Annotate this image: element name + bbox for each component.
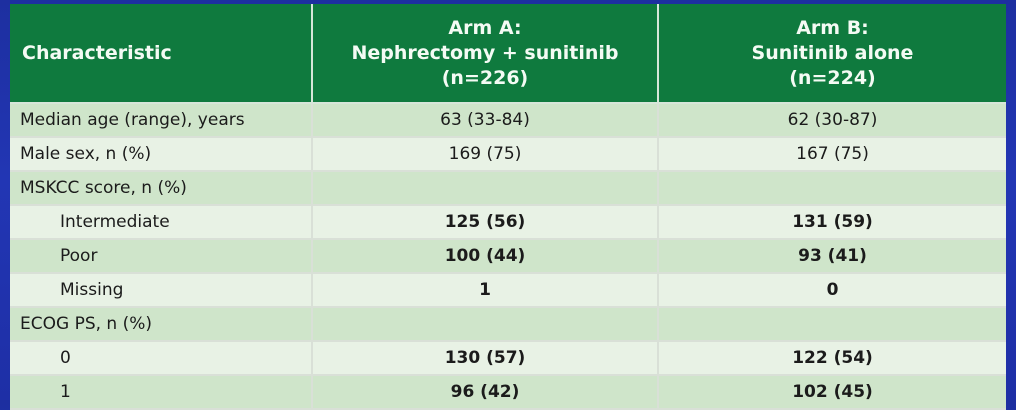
arm-b-cell: 0	[658, 273, 1006, 308]
arm-b-cell: 93 (41)	[658, 239, 1006, 274]
header-line: (n=226)	[441, 66, 529, 89]
arm-a-cell: 130 (57)	[312, 341, 659, 376]
row-label: 0	[10, 341, 313, 376]
table-row: Median age (range), years 63 (33-84) 62 (3…	[10, 103, 1006, 138]
header-line: (n=224)	[789, 66, 876, 89]
arm-b-cell: 62 (30-87)	[658, 103, 1006, 138]
table-row: Male sex, n (%) 169 (75) 167 (75)	[10, 137, 1006, 172]
arm-a-cell: 63 (33-84)	[312, 103, 659, 138]
arm-a-cell	[312, 307, 659, 342]
header-characteristic: Characteristic	[10, 4, 313, 104]
baseline-characteristics-table: Characteristic Arm A: Nephrectomy + suni…	[10, 4, 1006, 410]
table-row: 1 96 (42) 102 (45)	[10, 375, 1006, 410]
header-line: Characteristic	[22, 41, 172, 64]
table-row: 0 130 (57) 122 (54)	[10, 341, 1006, 376]
arm-a-cell: 169 (75)	[312, 137, 659, 172]
header-line: Sunitinib alone	[751, 41, 914, 64]
arm-b-cell	[658, 307, 1006, 342]
arm-b-cell: 167 (75)	[658, 137, 1006, 172]
arm-a-cell: 96 (42)	[312, 375, 659, 410]
header-line: Arm A:	[448, 16, 522, 39]
header-line: Nephrectomy + sunitinib	[351, 41, 619, 64]
row-label: Intermediate	[10, 205, 313, 240]
arm-b-cell: 131 (59)	[658, 205, 1006, 240]
table-body: Median age (range), years 63 (33-84) 62 (3…	[10, 103, 1006, 410]
header-row: Characteristic Arm A: Nephrectomy + suni…	[10, 4, 1006, 104]
arm-b-cell	[658, 171, 1006, 206]
header-arm-a: Arm A: Nephrectomy + sunitinib (n=226)	[312, 4, 659, 104]
row-label: Male sex, n (%)	[10, 137, 313, 172]
header-arm-b: Arm B: Sunitinib alone (n=224)	[658, 4, 1006, 104]
arm-a-cell	[312, 171, 659, 206]
header-line: Arm B:	[796, 16, 869, 39]
arm-a-cell: 125 (56)	[312, 205, 659, 240]
arm-b-cell: 102 (45)	[658, 375, 1006, 410]
arm-a-cell: 100 (44)	[312, 239, 659, 274]
row-label: 1	[10, 375, 313, 410]
table-row: Missing 1 0	[10, 273, 1006, 308]
row-label: Poor	[10, 239, 313, 274]
arm-b-cell: 122 (54)	[658, 341, 1006, 376]
arm-a-cell: 1	[312, 273, 659, 308]
row-label: MSKCC score, n (%)	[10, 171, 313, 206]
table-row: ECOG PS, n (%)	[10, 307, 1006, 342]
table-row: MSKCC score, n (%)	[10, 171, 1006, 206]
table-row: Intermediate 125 (56) 131 (59)	[10, 205, 1006, 240]
row-label: ECOG PS, n (%)	[10, 307, 313, 342]
slide: Characteristic Arm A: Nephrectomy + suni…	[10, 4, 1006, 410]
row-label: Missing	[10, 273, 313, 308]
row-label: Median age (range), years	[10, 103, 313, 138]
table-row: Poor 100 (44) 93 (41)	[10, 239, 1006, 274]
table-header: Characteristic Arm A: Nephrectomy + suni…	[10, 4, 1006, 104]
